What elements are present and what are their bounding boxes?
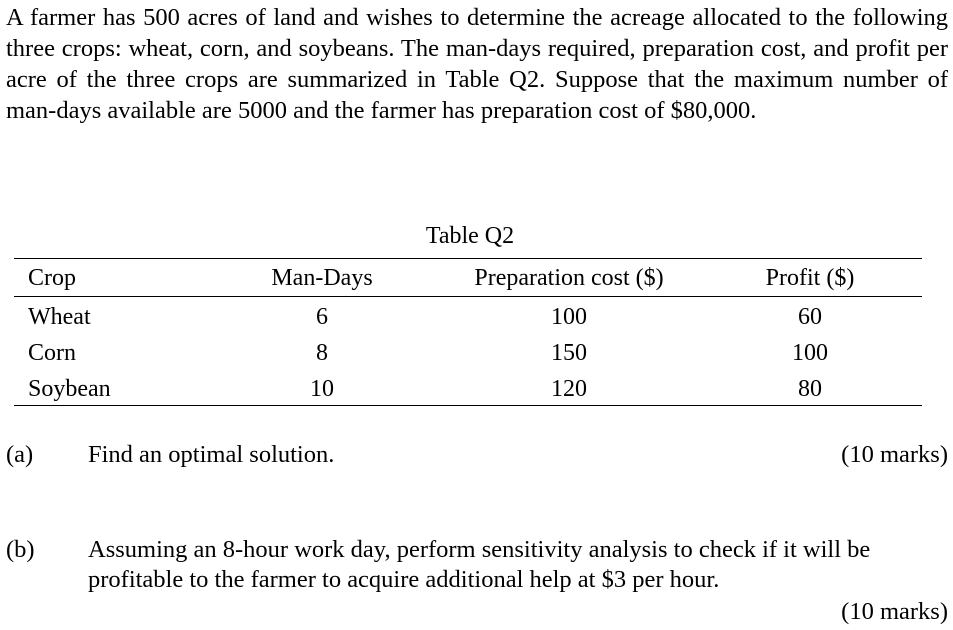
- table-header-row: Crop Man-Days Preparation cost ($) Profi…: [14, 262, 922, 294]
- question-label: (a): [6, 441, 34, 468]
- header-man-days: Man-Days: [271, 265, 373, 291]
- table-header-rule: [14, 296, 922, 297]
- cell-profit: 80: [798, 376, 822, 402]
- cell-man-days: 10: [310, 376, 334, 402]
- cell-profit: 100: [792, 340, 828, 366]
- table-row: Corn 8 150 100: [14, 337, 922, 369]
- cell-crop: Soybean: [28, 376, 111, 402]
- cell-crop: Corn: [28, 340, 76, 366]
- cell-preparation-cost: 150: [551, 340, 587, 366]
- cell-preparation-cost: 100: [551, 304, 587, 330]
- header-profit: Profit ($): [765, 265, 855, 291]
- cell-crop: Wheat: [28, 304, 91, 330]
- table-top-rule: [14, 258, 922, 259]
- question-marks: (10 marks): [841, 598, 948, 625]
- header-crop: Crop: [28, 265, 76, 291]
- question-marks: (10 marks): [841, 441, 948, 468]
- question-text: Find an optimal solution.: [88, 441, 335, 468]
- cell-man-days: 6: [316, 304, 328, 330]
- table-row: Wheat 6 100 60: [14, 301, 922, 333]
- problem-statement: A farmer has 500 acres of land and wishe…: [6, 4, 948, 124]
- table-row: Soybean 10 120 80: [14, 373, 922, 405]
- question-text: Assuming an 8-hour work day, perform sen…: [88, 536, 871, 593]
- cell-preparation-cost: 120: [551, 376, 587, 402]
- table-bottom-rule: [14, 405, 922, 406]
- cell-profit: 60: [798, 304, 822, 330]
- question-b: (b) Assuming an 8-hour work day, perform…: [6, 535, 948, 627]
- question-a: (a) Find an optimal solution. (10 marks): [6, 440, 948, 472]
- cell-man-days: 8: [316, 340, 328, 366]
- table-caption: Table Q2: [425, 223, 515, 249]
- question-label: (b): [6, 536, 35, 563]
- header-preparation-cost: Preparation cost ($): [474, 265, 664, 291]
